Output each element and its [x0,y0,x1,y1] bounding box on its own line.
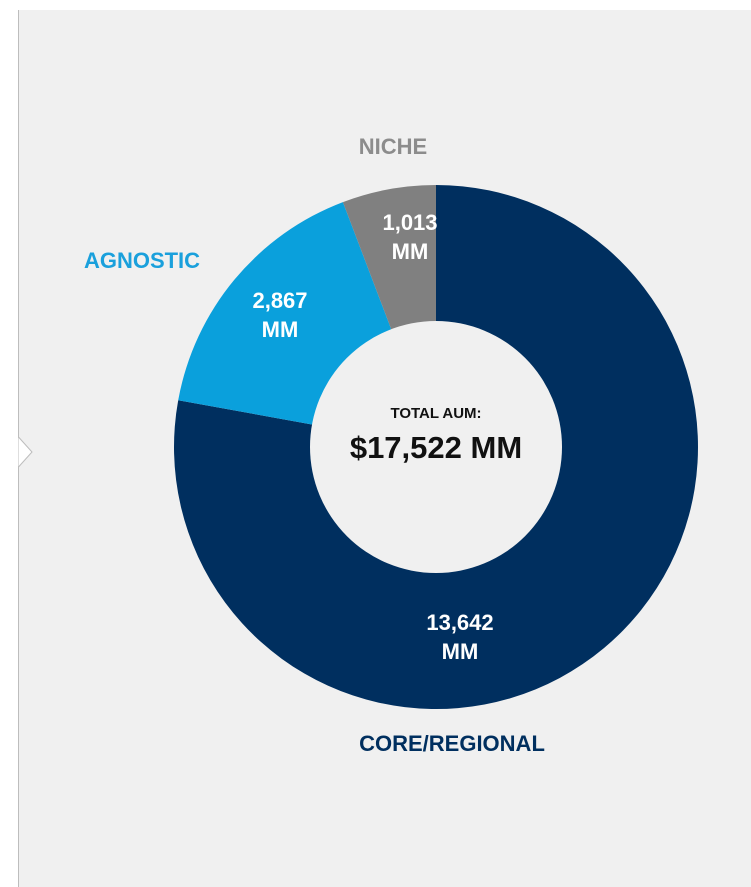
data-label: 13,642 MM [426,610,494,664]
center-value: $17,522 MM [350,430,522,465]
data-label: 2,867 MM [252,288,308,342]
data-label: 1,013 MM [382,210,438,264]
category-label: NICHE [359,134,427,159]
category-label: AGNOSTIC [84,248,200,273]
donut-slice [174,185,699,709]
panel-notch [18,436,33,468]
donut-hole [310,321,562,573]
donut-slice [342,185,436,332]
category-label: CORE/REGIONAL [359,731,545,756]
center-title: TOTAL AUM: [390,405,481,422]
